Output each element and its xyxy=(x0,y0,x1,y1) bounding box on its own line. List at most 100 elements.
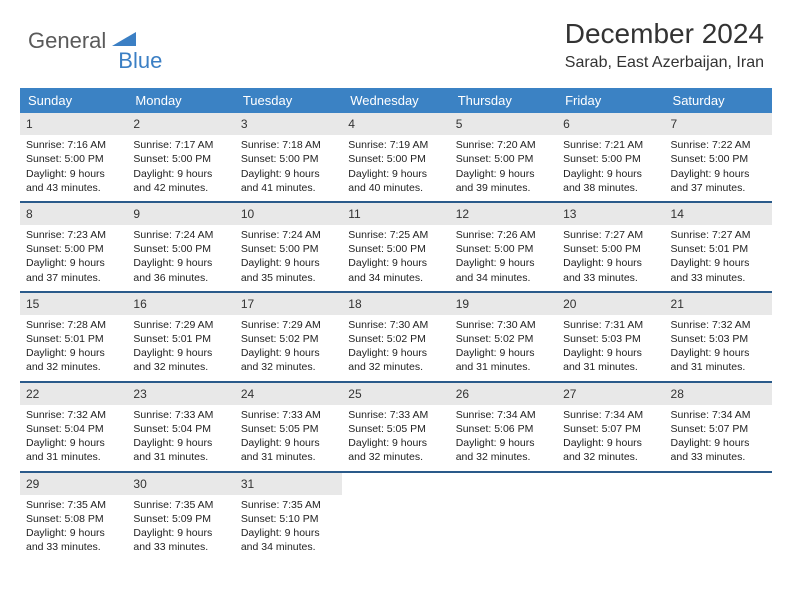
day-cell: 31Sunrise: 7:35 AMSunset: 5:10 PMDayligh… xyxy=(235,473,342,561)
header: General Blue December 2024 Sarab, East A… xyxy=(0,0,792,80)
day-cell xyxy=(450,473,557,561)
day-content: Sunrise: 7:31 AMSunset: 5:03 PMDaylight:… xyxy=(557,315,664,381)
day-number: 7 xyxy=(665,113,772,135)
sunrise-line: Sunrise: 7:29 AM xyxy=(241,318,336,332)
day-cell: 30Sunrise: 7:35 AMSunset: 5:09 PMDayligh… xyxy=(127,473,234,561)
weekday-saturday: Saturday xyxy=(665,88,772,113)
day-content: Sunrise: 7:35 AMSunset: 5:10 PMDaylight:… xyxy=(235,495,342,561)
sunrise-line: Sunrise: 7:30 AM xyxy=(348,318,443,332)
week-row: 22Sunrise: 7:32 AMSunset: 5:04 PMDayligh… xyxy=(20,383,772,473)
day-cell xyxy=(557,473,664,561)
sunrise-line: Sunrise: 7:34 AM xyxy=(563,408,658,422)
day-content: Sunrise: 7:26 AMSunset: 5:00 PMDaylight:… xyxy=(450,225,557,291)
day-content: Sunrise: 7:18 AMSunset: 5:00 PMDaylight:… xyxy=(235,135,342,201)
daylight-line: Daylight: 9 hours and 33 minutes. xyxy=(671,436,766,464)
week-row: 29Sunrise: 7:35 AMSunset: 5:08 PMDayligh… xyxy=(20,473,772,561)
daylight-line: Daylight: 9 hours and 31 minutes. xyxy=(133,436,228,464)
day-number: 13 xyxy=(557,203,664,225)
sunrise-line: Sunrise: 7:26 AM xyxy=(456,228,551,242)
day-content: Sunrise: 7:34 AMSunset: 5:06 PMDaylight:… xyxy=(450,405,557,471)
daylight-line: Daylight: 9 hours and 34 minutes. xyxy=(241,526,336,554)
title-block: December 2024 Sarab, East Azerbaijan, Ir… xyxy=(565,18,764,72)
day-content: Sunrise: 7:24 AMSunset: 5:00 PMDaylight:… xyxy=(127,225,234,291)
weekday-monday: Monday xyxy=(127,88,234,113)
week-row: 15Sunrise: 7:28 AMSunset: 5:01 PMDayligh… xyxy=(20,293,772,383)
sunset-line: Sunset: 5:00 PM xyxy=(671,152,766,166)
day-cell: 20Sunrise: 7:31 AMSunset: 5:03 PMDayligh… xyxy=(557,293,664,381)
weeks-container: 1Sunrise: 7:16 AMSunset: 5:00 PMDaylight… xyxy=(20,113,772,560)
daylight-line: Daylight: 9 hours and 32 minutes. xyxy=(241,346,336,374)
day-content: Sunrise: 7:30 AMSunset: 5:02 PMDaylight:… xyxy=(342,315,449,381)
day-cell: 8Sunrise: 7:23 AMSunset: 5:00 PMDaylight… xyxy=(20,203,127,291)
calendar: SundayMondayTuesdayWednesdayThursdayFrid… xyxy=(20,88,772,560)
logo-text-general: General xyxy=(28,28,106,54)
day-content: Sunrise: 7:33 AMSunset: 5:04 PMDaylight:… xyxy=(127,405,234,471)
day-number: 2 xyxy=(127,113,234,135)
daylight-line: Daylight: 9 hours and 37 minutes. xyxy=(671,167,766,195)
daylight-line: Daylight: 9 hours and 38 minutes. xyxy=(563,167,658,195)
day-number: 29 xyxy=(20,473,127,495)
day-content: Sunrise: 7:32 AMSunset: 5:04 PMDaylight:… xyxy=(20,405,127,471)
sunset-line: Sunset: 5:00 PM xyxy=(26,152,121,166)
day-cell: 28Sunrise: 7:34 AMSunset: 5:07 PMDayligh… xyxy=(665,383,772,471)
daylight-line: Daylight: 9 hours and 31 minutes. xyxy=(563,346,658,374)
day-cell: 7Sunrise: 7:22 AMSunset: 5:00 PMDaylight… xyxy=(665,113,772,201)
day-content: Sunrise: 7:34 AMSunset: 5:07 PMDaylight:… xyxy=(557,405,664,471)
day-number: 8 xyxy=(20,203,127,225)
sunset-line: Sunset: 5:00 PM xyxy=(456,152,551,166)
sunrise-line: Sunrise: 7:33 AM xyxy=(133,408,228,422)
sunrise-line: Sunrise: 7:19 AM xyxy=(348,138,443,152)
location-text: Sarab, East Azerbaijan, Iran xyxy=(565,54,764,72)
day-number: 26 xyxy=(450,383,557,405)
day-cell: 19Sunrise: 7:30 AMSunset: 5:02 PMDayligh… xyxy=(450,293,557,381)
day-content: Sunrise: 7:17 AMSunset: 5:00 PMDaylight:… xyxy=(127,135,234,201)
daylight-line: Daylight: 9 hours and 33 minutes. xyxy=(26,526,121,554)
day-number: 23 xyxy=(127,383,234,405)
sunset-line: Sunset: 5:02 PM xyxy=(456,332,551,346)
day-cell: 14Sunrise: 7:27 AMSunset: 5:01 PMDayligh… xyxy=(665,203,772,291)
day-number: 21 xyxy=(665,293,772,315)
day-content: Sunrise: 7:22 AMSunset: 5:00 PMDaylight:… xyxy=(665,135,772,201)
day-number: 17 xyxy=(235,293,342,315)
day-number: 28 xyxy=(665,383,772,405)
sunrise-line: Sunrise: 7:29 AM xyxy=(133,318,228,332)
sunrise-line: Sunrise: 7:33 AM xyxy=(241,408,336,422)
sunrise-line: Sunrise: 7:28 AM xyxy=(26,318,121,332)
day-cell: 25Sunrise: 7:33 AMSunset: 5:05 PMDayligh… xyxy=(342,383,449,471)
day-cell: 13Sunrise: 7:27 AMSunset: 5:00 PMDayligh… xyxy=(557,203,664,291)
day-cell: 16Sunrise: 7:29 AMSunset: 5:01 PMDayligh… xyxy=(127,293,234,381)
day-cell: 15Sunrise: 7:28 AMSunset: 5:01 PMDayligh… xyxy=(20,293,127,381)
day-content: Sunrise: 7:19 AMSunset: 5:00 PMDaylight:… xyxy=(342,135,449,201)
sunset-line: Sunset: 5:00 PM xyxy=(563,152,658,166)
day-cell: 12Sunrise: 7:26 AMSunset: 5:00 PMDayligh… xyxy=(450,203,557,291)
day-cell: 21Sunrise: 7:32 AMSunset: 5:03 PMDayligh… xyxy=(665,293,772,381)
daylight-line: Daylight: 9 hours and 32 minutes. xyxy=(348,436,443,464)
sunrise-line: Sunrise: 7:23 AM xyxy=(26,228,121,242)
sunset-line: Sunset: 5:00 PM xyxy=(26,242,121,256)
day-number: 11 xyxy=(342,203,449,225)
day-content: Sunrise: 7:33 AMSunset: 5:05 PMDaylight:… xyxy=(342,405,449,471)
day-number: 9 xyxy=(127,203,234,225)
sunset-line: Sunset: 5:09 PM xyxy=(133,512,228,526)
sunrise-line: Sunrise: 7:20 AM xyxy=(456,138,551,152)
sunrise-line: Sunrise: 7:22 AM xyxy=(671,138,766,152)
day-number: 22 xyxy=(20,383,127,405)
weekday-wednesday: Wednesday xyxy=(342,88,449,113)
sunrise-line: Sunrise: 7:21 AM xyxy=(563,138,658,152)
weekday-friday: Friday xyxy=(557,88,664,113)
daylight-line: Daylight: 9 hours and 34 minutes. xyxy=(456,256,551,284)
day-content: Sunrise: 7:27 AMSunset: 5:00 PMDaylight:… xyxy=(557,225,664,291)
daylight-line: Daylight: 9 hours and 36 minutes. xyxy=(133,256,228,284)
month-title: December 2024 xyxy=(565,18,764,50)
sunset-line: Sunset: 5:10 PM xyxy=(241,512,336,526)
daylight-line: Daylight: 9 hours and 32 minutes. xyxy=(563,436,658,464)
day-content: Sunrise: 7:23 AMSunset: 5:00 PMDaylight:… xyxy=(20,225,127,291)
sunrise-line: Sunrise: 7:32 AM xyxy=(26,408,121,422)
day-content: Sunrise: 7:29 AMSunset: 5:02 PMDaylight:… xyxy=(235,315,342,381)
logo: General Blue xyxy=(28,18,162,64)
day-number: 4 xyxy=(342,113,449,135)
day-content: Sunrise: 7:25 AMSunset: 5:00 PMDaylight:… xyxy=(342,225,449,291)
sunset-line: Sunset: 5:00 PM xyxy=(241,152,336,166)
sunrise-line: Sunrise: 7:31 AM xyxy=(563,318,658,332)
sunset-line: Sunset: 5:02 PM xyxy=(348,332,443,346)
